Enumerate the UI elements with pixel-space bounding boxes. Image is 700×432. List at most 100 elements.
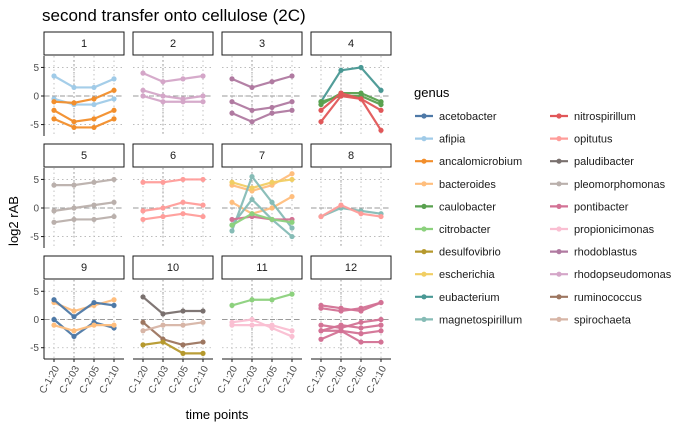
- data-point-eubacterium: [338, 67, 344, 73]
- legend-label: acetobacter: [439, 111, 497, 123]
- data-point-paludibacter: [200, 308, 206, 314]
- series-line-rhodoblastus: [230, 100, 294, 112]
- legend-label: pleomorphomonas: [574, 179, 666, 191]
- data-point-citrobacter: [249, 211, 255, 217]
- data-point-rhodoblastus: [229, 110, 235, 116]
- legend-item-pontibacter: pontibacter: [550, 201, 629, 213]
- facet-strip-label: 5: [81, 150, 87, 162]
- data-point-opitutus: [180, 176, 186, 183]
- x-tick-label: C-2:10: [98, 364, 123, 396]
- data-point-pontibacter: [378, 328, 384, 334]
- data-point-opitutus: [200, 213, 206, 220]
- data-point-pontibacter: [338, 322, 344, 328]
- data-point-nitrospirillum: [318, 119, 324, 125]
- series-line-escherichia: [230, 178, 294, 190]
- legend-label: spirochaeta: [574, 314, 632, 326]
- data-point-rhodoblastus: [269, 104, 275, 111]
- data-point-rhodoblastus: [269, 110, 275, 116]
- legend-label: ancalomicrobium: [439, 156, 522, 168]
- y-tick-label: 0: [33, 315, 39, 326]
- data-point-rhodoblastus: [269, 79, 275, 85]
- data-point-pleomorphomonas: [51, 219, 57, 225]
- data-point-rhodoblastus: [229, 99, 235, 105]
- data-point-eubacterium: [378, 87, 384, 93]
- data-point-acetobacter: [51, 316, 57, 323]
- data-point-rhodopseudomonas: [180, 99, 186, 105]
- legend-key-point: [421, 181, 427, 187]
- data-point-magnetospirillum: [289, 233, 295, 240]
- x-tick-label: C-2:10: [365, 364, 390, 396]
- series-line-ancalomicrobium: [52, 117, 116, 129]
- data-point-rhodopseudomonas: [200, 99, 206, 105]
- legend-key-point: [421, 294, 427, 300]
- facet-strip-label: 9: [81, 262, 87, 274]
- data-point-rhodopseudomonas: [140, 70, 146, 76]
- legend-key-point: [421, 203, 427, 209]
- data-point-opitutus: [358, 211, 364, 217]
- data-point-pleomorphomonas: [111, 213, 117, 220]
- series-line-pleomorphomonas: [52, 215, 116, 224]
- facet-strip: [310, 31, 392, 56]
- series-line-rhodopseudomonas: [141, 94, 205, 103]
- data-point-bacteroides: [71, 328, 77, 334]
- data-point-nitrospirillum: [378, 127, 384, 133]
- data-point-propionicimonas: [289, 333, 295, 340]
- y-tick-label: 0: [33, 92, 39, 103]
- data-point-acetobacter: [71, 333, 77, 340]
- data-point-afipia: [111, 76, 117, 82]
- data-point-propionicimonas: [249, 316, 255, 323]
- data-point-opitutus: [140, 216, 146, 223]
- y-axis-title: log2 rAB: [6, 196, 21, 246]
- x-tick-label: C-2:10: [187, 364, 212, 396]
- data-point-rhodopseudomonas: [140, 93, 146, 99]
- series-line-pleomorphomonas: [52, 201, 116, 212]
- data-point-pontibacter: [378, 339, 384, 345]
- data-point-propionicimonas: [229, 322, 235, 328]
- data-point-caulobacter: [318, 99, 324, 105]
- series-line-pontibacter: [319, 329, 383, 335]
- data-point-desulfovibrio: [160, 339, 166, 345]
- legend-label: paludibacter: [574, 156, 634, 168]
- data-point-afipia: [91, 101, 97, 108]
- facet-panel-6: 6: [132, 143, 214, 248]
- legend-label: citrobacter: [439, 224, 491, 236]
- legend-key-point: [556, 203, 562, 209]
- data-point-escherichia: [289, 176, 295, 183]
- data-point-citrobacter: [249, 297, 255, 303]
- legend-label: propionicimonas: [574, 224, 655, 236]
- legend-label: desulfovibrio: [439, 247, 501, 259]
- series-line-ancalomicrobium: [52, 89, 116, 104]
- legend-label: escherichia: [439, 269, 496, 281]
- legend-item-ruminococcus: ruminococcus: [550, 292, 642, 304]
- facet-strip-label: 6: [170, 150, 176, 162]
- y-tick-label: 0: [33, 204, 39, 215]
- facet-strip: [43, 143, 125, 168]
- data-point-opitutus: [160, 205, 166, 211]
- legend-key-point: [556, 136, 562, 142]
- legend-key-point: [556, 226, 562, 232]
- data-point-propionicimonas: [249, 322, 255, 328]
- data-point-escherichia: [249, 185, 255, 191]
- facet-strip: [310, 255, 392, 280]
- series-line-nitrospirillum: [319, 92, 383, 132]
- data-point-citrobacter: [229, 222, 235, 228]
- data-point-pleomorphomonas: [91, 202, 97, 208]
- data-point-opitutus: [140, 208, 146, 214]
- data-point-opitutus: [338, 202, 344, 208]
- facet-strip: [221, 31, 303, 56]
- data-point-ancalomicrobium: [71, 100, 77, 106]
- series-line-paludibacter: [141, 295, 205, 315]
- data-point-ancalomicrobium: [91, 124, 97, 131]
- legend-label: opitutus: [574, 134, 613, 146]
- data-point-rhodoblastus: [289, 107, 295, 113]
- series-line-ruminococcus: [141, 321, 205, 346]
- data-point-ancalomicrobium: [111, 107, 117, 113]
- chart-title: second transfer onto cellulose (2C): [42, 6, 306, 25]
- data-point-citrobacter: [229, 302, 235, 308]
- data-point-rhodoblastus: [249, 119, 255, 125]
- data-point-bacteroides: [111, 322, 117, 328]
- data-point-rhodoblastus: [229, 76, 235, 82]
- data-point-opitutus: [140, 179, 146, 185]
